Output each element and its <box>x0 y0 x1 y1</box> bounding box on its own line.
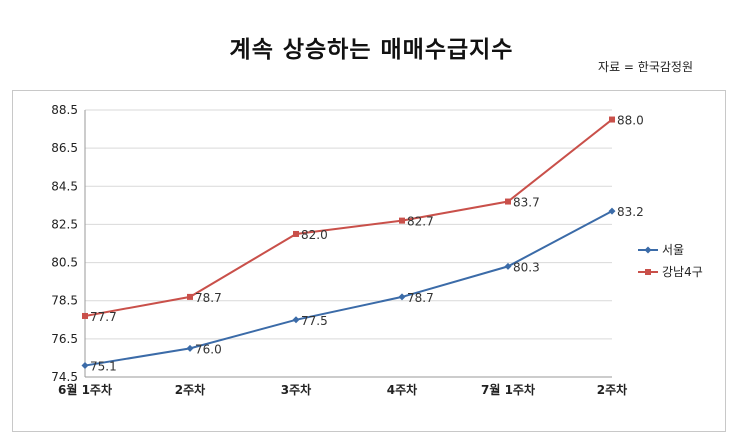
data-label: 77.7 <box>90 310 117 324</box>
data-point <box>187 293 193 300</box>
y-tick-label: 82.5 <box>51 217 78 231</box>
data-label: 78.7 <box>195 291 222 305</box>
x-tick-label: 2주차 <box>175 382 205 397</box>
y-tick-label: 78.5 <box>51 294 78 308</box>
data-point <box>504 262 512 270</box>
x-tick-label: 4주차 <box>387 382 417 397</box>
data-point <box>609 116 615 123</box>
legend-marker <box>645 269 651 275</box>
chart-frame <box>12 90 726 432</box>
data-label: 76.0 <box>195 342 222 356</box>
data-label: 77.5 <box>301 314 328 328</box>
x-tick-label: 3주차 <box>281 382 311 397</box>
y-tick-label: 84.5 <box>51 179 78 193</box>
data-point <box>82 312 88 319</box>
y-tick-label: 88.5 <box>51 103 78 117</box>
data-label: 75.1 <box>90 360 117 374</box>
legend-marker <box>644 246 652 254</box>
source-note: 자료 = 한국감정원 <box>598 60 693 74</box>
y-tick-label: 74.5 <box>51 370 78 384</box>
series-line <box>84 210 613 367</box>
y-tick-label: 76.5 <box>51 332 78 346</box>
data-label: 80.3 <box>513 260 540 274</box>
series-line <box>84 118 613 317</box>
x-tick-label: 7월 1주차 <box>481 382 535 397</box>
data-point <box>81 362 89 370</box>
data-point <box>186 344 194 352</box>
data-label: 83.7 <box>513 196 540 210</box>
data-point <box>608 207 616 215</box>
data-label: 82.7 <box>407 215 434 229</box>
x-tick-label: 2주차 <box>597 382 627 397</box>
data-label: 88.0 <box>617 114 644 128</box>
data-point <box>398 293 406 301</box>
data-label: 83.2 <box>617 205 644 219</box>
data-point <box>399 217 405 224</box>
legend-label: 서울 <box>662 243 684 257</box>
x-tick-label: 6월 1주차 <box>58 382 112 397</box>
data-point <box>292 316 300 324</box>
data-point <box>505 198 511 205</box>
chart-title: 계속 상승하는 매매수급지수 <box>229 37 514 63</box>
data-label: 78.7 <box>407 291 434 305</box>
legend-label: 강남4구 <box>662 265 703 279</box>
y-tick-label: 80.5 <box>51 256 78 270</box>
data-point <box>293 230 299 237</box>
data-label: 82.0 <box>301 228 328 242</box>
y-tick-label: 86.5 <box>51 141 78 155</box>
